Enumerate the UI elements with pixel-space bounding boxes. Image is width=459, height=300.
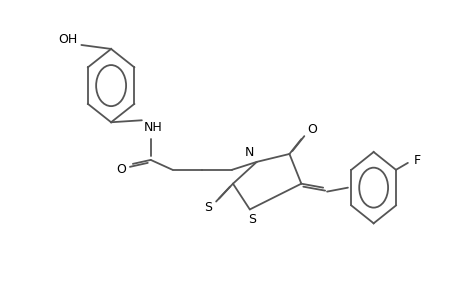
Text: N: N: [245, 146, 254, 160]
Text: O: O: [116, 163, 126, 176]
Text: S: S: [247, 213, 255, 226]
Text: NH: NH: [143, 121, 162, 134]
Text: F: F: [413, 154, 420, 167]
Text: O: O: [307, 123, 316, 136]
Text: S: S: [204, 201, 212, 214]
Text: OH: OH: [58, 32, 77, 46]
